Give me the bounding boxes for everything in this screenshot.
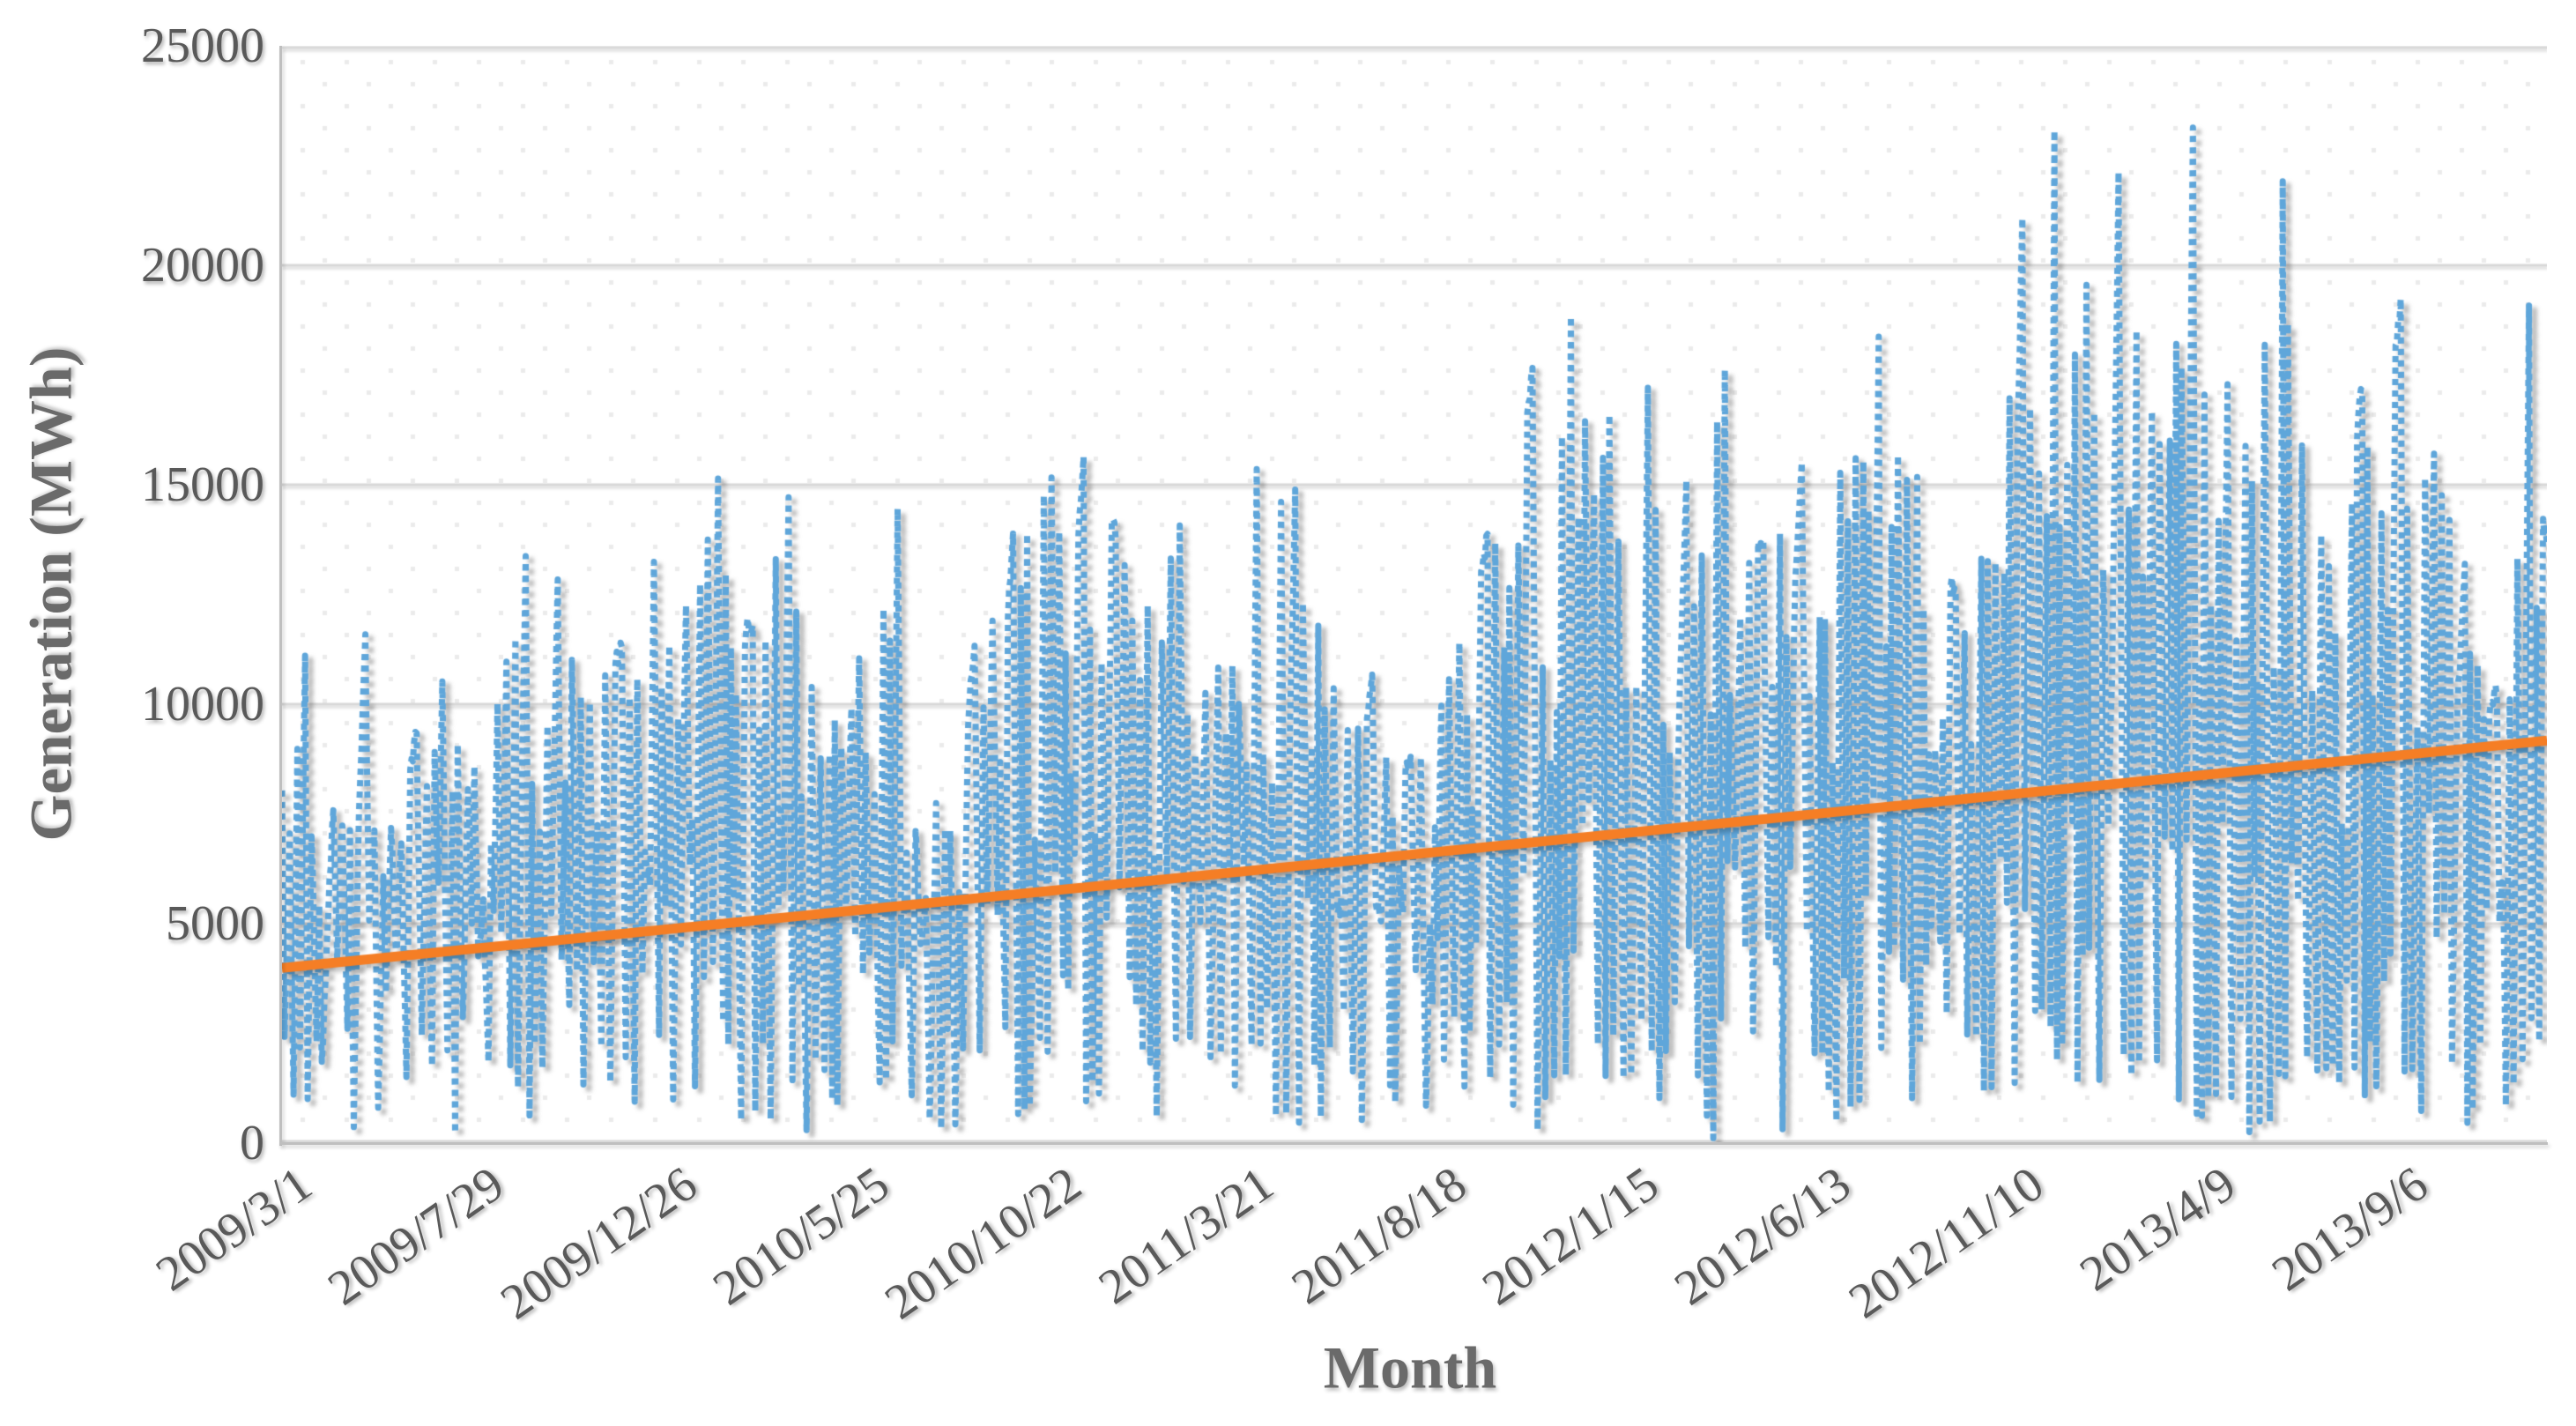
x-axis-title: Month xyxy=(1323,1333,1497,1401)
x-tick-label: 2010/5/25 xyxy=(703,1156,899,1317)
y-axis-title: Generation (MWh) xyxy=(17,346,85,842)
y-tick-label: 15000 xyxy=(141,457,264,512)
y-tick-label: 20000 xyxy=(141,238,264,293)
plot-area-canvas xyxy=(282,46,2547,1143)
y-tick-label: 10000 xyxy=(141,677,264,732)
x-tick-label: 2011/8/18 xyxy=(1281,1156,1476,1316)
x-tick-label: 2012/1/15 xyxy=(1473,1156,1669,1317)
x-tick-label: 2012/6/13 xyxy=(1665,1156,1861,1317)
x-tick-label: 2013/4/9 xyxy=(2070,1156,2246,1303)
x-tick-label: 2010/10/22 xyxy=(875,1156,1092,1331)
x-tick-label: 2012/11/10 xyxy=(1838,1156,2053,1330)
x-tick-label: 2013/9/6 xyxy=(2262,1156,2439,1303)
y-tick-label: 25000 xyxy=(141,19,264,73)
x-axis-line xyxy=(279,1142,2548,1145)
x-tick-label: 2009/12/26 xyxy=(491,1156,707,1331)
y-tick-label: 0 xyxy=(240,1116,264,1170)
x-tick-label: 2009/7/29 xyxy=(318,1156,515,1317)
x-tick-label: 2009/3/1 xyxy=(146,1156,322,1303)
x-tick-label: 2011/3/21 xyxy=(1089,1156,1284,1316)
y-tick-label: 5000 xyxy=(166,896,264,951)
y-axis-line xyxy=(279,46,282,1146)
